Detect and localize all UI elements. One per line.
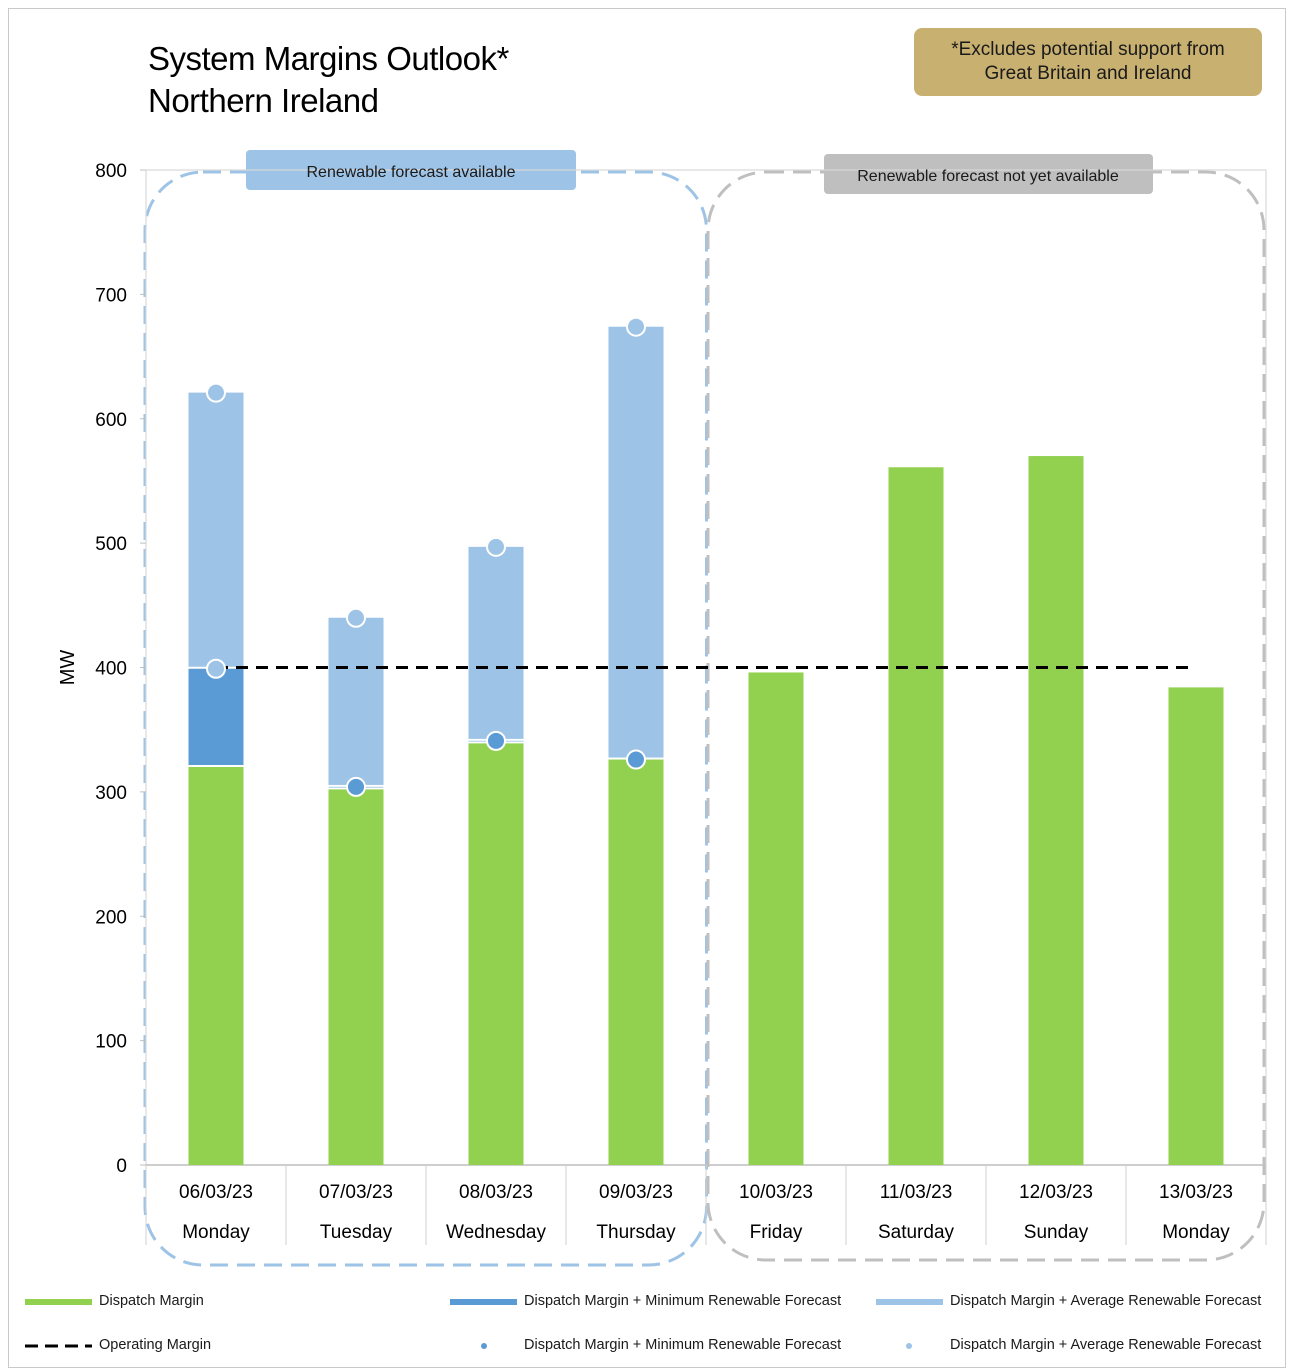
avg-renewable-marker (207, 384, 225, 402)
min-renewable-marker (347, 778, 365, 796)
avg-renewable-bar (469, 547, 524, 739)
dispatch-margin-bar (889, 467, 944, 1165)
y-tick-label: 300 (95, 783, 127, 804)
x-tick-day: Friday (750, 1222, 803, 1243)
x-tick-date: 10/03/23 (739, 1182, 813, 1203)
legend-min-marker-label: Dispatch Margin + Minimum Renewable Fore… (524, 1337, 841, 1353)
dispatch-margin-bar (1169, 687, 1224, 1165)
dispatch-margin-bar (189, 767, 244, 1165)
legend-min-marker-swatch (481, 1343, 487, 1349)
min-renewable-marker (627, 751, 645, 769)
avg-renewable-marker (487, 538, 505, 556)
region-label-not-available: Renewable forecast not yet available (857, 168, 1119, 185)
x-tick-day: Sunday (1024, 1222, 1089, 1243)
dispatch-margin-bar (329, 789, 384, 1165)
x-tick-day: Wednesday (446, 1222, 546, 1243)
x-tick-date: 11/03/23 (880, 1182, 953, 1203)
avg-renewable-bar (329, 618, 384, 785)
y-tick-label: 700 (95, 285, 127, 306)
min-renewable-marker (207, 660, 225, 678)
y-tick-label: 500 (95, 534, 127, 555)
x-tick-date: 07/03/23 (319, 1182, 393, 1203)
y-tick-label: 600 (95, 410, 127, 431)
y-tick-label: 400 (95, 659, 127, 680)
legend-operating-label: Operating Margin (99, 1337, 211, 1353)
region-label-available: Renewable forecast available (306, 164, 515, 181)
min-renewable-bar (189, 669, 244, 765)
legend-min-bar-label: Dispatch Margin + Minimum Renewable Fore… (524, 1293, 841, 1309)
x-tick-date: 08/03/23 (459, 1182, 533, 1203)
y-tick-label: 800 (95, 161, 127, 182)
avg-renewable-marker (347, 609, 365, 627)
x-tick-day: Monday (1162, 1222, 1230, 1243)
legend-dispatch-label: Dispatch Margin (99, 1293, 204, 1309)
dispatch-margin-bar (749, 672, 804, 1165)
y-tick-label: 100 (95, 1032, 127, 1053)
legend-avg-marker-swatch (906, 1343, 912, 1349)
y-tick-label: 200 (95, 907, 127, 928)
x-tick-date: 13/03/23 (1159, 1182, 1233, 1203)
dispatch-margin-bar (609, 760, 664, 1165)
avg-renewable-marker (627, 318, 645, 336)
x-tick-day: Thursday (596, 1222, 676, 1243)
dispatch-margin-bar (469, 743, 524, 1165)
x-tick-date: 12/03/23 (1019, 1182, 1093, 1203)
legend-avg-marker-label: Dispatch Margin + Average Renewable Fore… (950, 1337, 1261, 1353)
avg-renewable-bar (609, 327, 664, 758)
x-tick-day: Saturday (878, 1222, 955, 1243)
x-tick-date: 09/03/23 (599, 1182, 673, 1203)
legend-avg-bar-label: Dispatch Margin + Average Renewable Fore… (950, 1293, 1261, 1309)
x-tick-day: Monday (182, 1222, 250, 1243)
y-axis-label: MW (57, 650, 79, 686)
x-tick-date: 06/03/23 (179, 1182, 253, 1203)
dispatch-margin-bar (1029, 456, 1084, 1165)
min-renewable-marker (487, 732, 505, 750)
x-tick-day: Tuesday (320, 1222, 393, 1243)
y-tick-label: 0 (116, 1156, 127, 1177)
avg-renewable-bar (189, 393, 244, 667)
